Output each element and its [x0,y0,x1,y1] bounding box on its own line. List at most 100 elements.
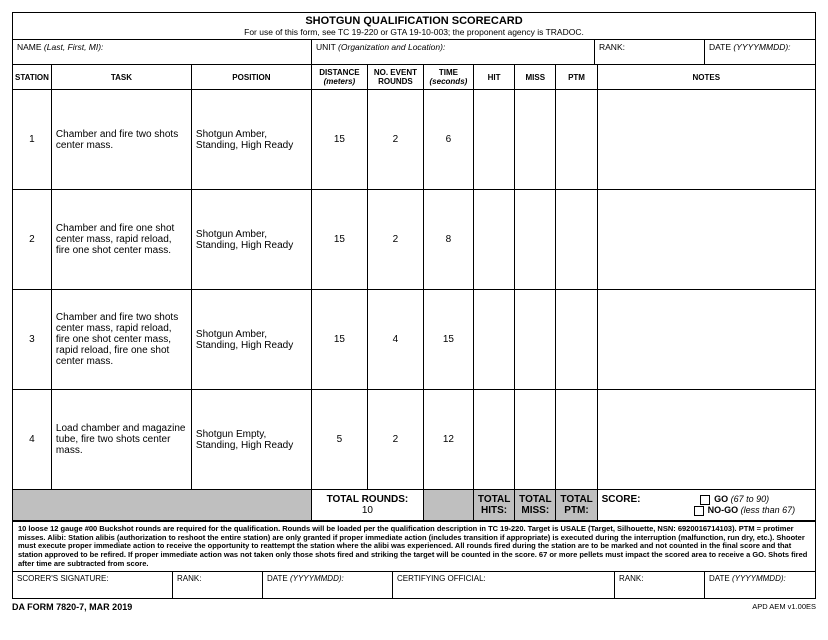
col-miss: MISS [515,65,556,90]
table-row: 2Chamber and fire one shot center mass, … [13,190,815,290]
total-rounds-label: TOTAL ROUNDS: [327,494,409,505]
col-station: STATION [13,65,51,90]
form-title: SHOTGUN QUALIFICATION SCORECARD [17,15,811,27]
cell-position: Shotgun Amber, Standing, High Ready [191,90,311,190]
cell-ptm[interactable] [556,290,597,390]
column-headers: STATION TASK POSITION DISTANCE(meters) N… [13,65,815,90]
cell-hit[interactable] [473,290,514,390]
score-label: SCORE: [602,494,641,505]
table-row: 3Chamber and fire two shots center mass,… [13,290,815,390]
cert-date-label: DATE [709,574,732,583]
cert-rank[interactable]: RANK: [615,572,705,598]
total-ptm-label: TOTAL PTM: [556,490,597,521]
col-time-l1: TIME [439,68,458,77]
certifying-official[interactable]: CERTIFYING OFFICIAL: [393,572,615,598]
col-rounds-l1: NO. EVENT [374,68,417,77]
scorer-date-label: DATE [267,574,290,583]
cell-miss[interactable] [515,90,556,190]
cell-ptm[interactable] [556,190,597,290]
cell-position: Shotgun Amber, Standing, High Ready [191,290,311,390]
scorer-rank[interactable]: RANK: [173,572,263,598]
totals-row: TOTAL ROUNDS:10 TOTAL HITS: TOTAL MISS: … [13,490,815,521]
cell-distance: 5 [311,390,367,490]
cell-notes[interactable] [597,390,815,490]
scorer-signature[interactable]: SCORER'S SIGNATURE: [13,572,173,598]
name-hint: (Last, First, MI): [44,42,104,52]
cell-task: Chamber and fire one shot center mass, r… [51,190,191,290]
cell-distance: 15 [311,190,367,290]
unit-label: UNIT [316,42,338,52]
total-hits-label: TOTAL HITS: [473,490,514,521]
rank-field[interactable]: RANK: [595,40,705,64]
col-distance: DISTANCE(meters) [311,65,367,90]
cell-notes[interactable] [597,90,815,190]
total-rounds-value: 10 [362,505,373,516]
nogo-checkbox[interactable] [694,506,704,516]
cell-rounds: 2 [367,190,423,290]
cell-ptm[interactable] [556,90,597,190]
scorer-date[interactable]: DATE (YYYYMMDD): [263,572,393,598]
cell-rounds: 2 [367,90,423,190]
form-container: SHOTGUN QUALIFICATION SCORECARD For use … [12,12,816,599]
cell-time: 6 [423,90,473,190]
cell-distance: 15 [311,90,367,190]
cell-notes[interactable] [597,190,815,290]
cell-time: 8 [423,190,473,290]
cell-position: Shotgun Amber, Standing, High Ready [191,190,311,290]
date-label: DATE [709,42,733,52]
cell-time: 15 [423,290,473,390]
cell-miss[interactable] [515,190,556,290]
cell-task: Load chamber and magazine tube, fire two… [51,390,191,490]
col-ptm: PTM [556,65,597,90]
col-dist-l1: DISTANCE [319,68,359,77]
cell-rounds: 2 [367,390,423,490]
col-task: TASK [51,65,191,90]
title-row: SHOTGUN QUALIFICATION SCORECARD For use … [13,13,815,40]
date-field[interactable]: DATE (YYYYMMDD): [705,40,815,64]
identity-row: NAME (Last, First, MI): UNIT (Organizati… [13,40,815,65]
cell-station: 2 [13,190,51,290]
totals-spacer [13,490,311,521]
nogo-hint: (less than 67) [741,505,796,515]
cell-hit[interactable] [473,390,514,490]
cell-station: 1 [13,90,51,190]
name-label: NAME [17,42,44,52]
cell-ptm[interactable] [556,390,597,490]
col-dist-l2: (meters) [324,77,356,86]
scorer-date-hint: (YYYYMMDD): [290,574,344,583]
cell-hit[interactable] [473,190,514,290]
col-position: POSITION [191,65,311,90]
total-miss-label: TOTAL MISS: [515,490,556,521]
fineprint: 10 loose 12 gauge #00 Buckshot rounds ar… [13,521,815,571]
col-time-l2: (seconds) [430,77,468,86]
go-checkbox[interactable] [700,495,710,505]
col-hit: HIT [473,65,514,90]
total-rounds-cell: TOTAL ROUNDS:10 [311,490,423,521]
totals-gap [423,490,473,521]
go-label: GO [714,494,728,504]
col-rounds: NO. EVENTROUNDS [367,65,423,90]
cell-miss[interactable] [515,390,556,490]
form-version: APD AEM v1.00ES [752,602,816,612]
cell-position: Shotgun Empty, Standing, High Ready [191,390,311,490]
name-field[interactable]: NAME (Last, First, MI): [13,40,312,64]
unit-hint: (Organization and Location): [338,42,445,52]
col-notes: NOTES [597,65,815,90]
cell-task: Chamber and fire two shots center mass. [51,90,191,190]
cert-date-hint: (YYYYMMDD): [732,574,786,583]
go-hint: (67 to 90) [731,494,770,504]
cell-distance: 15 [311,290,367,390]
cell-miss[interactable] [515,290,556,390]
form-subtitle: For use of this form, see TC 19-220 or G… [17,27,811,37]
footer-row: DA FORM 7820-7, MAR 2019 APD AEM v1.00ES [12,599,816,612]
cert-date[interactable]: DATE (YYYYMMDD): [705,572,815,598]
cell-rounds: 4 [367,290,423,390]
date-hint: (YYYYMMDD): [733,42,790,52]
signature-row: SCORER'S SIGNATURE: RANK: DATE (YYYYMMDD… [13,571,815,598]
cell-notes[interactable] [597,290,815,390]
cell-hit[interactable] [473,90,514,190]
cell-station: 3 [13,290,51,390]
unit-field[interactable]: UNIT (Organization and Location): [312,40,595,64]
nogo-label: NO-GO [708,505,739,515]
cell-task: Chamber and fire two shots center mass, … [51,290,191,390]
